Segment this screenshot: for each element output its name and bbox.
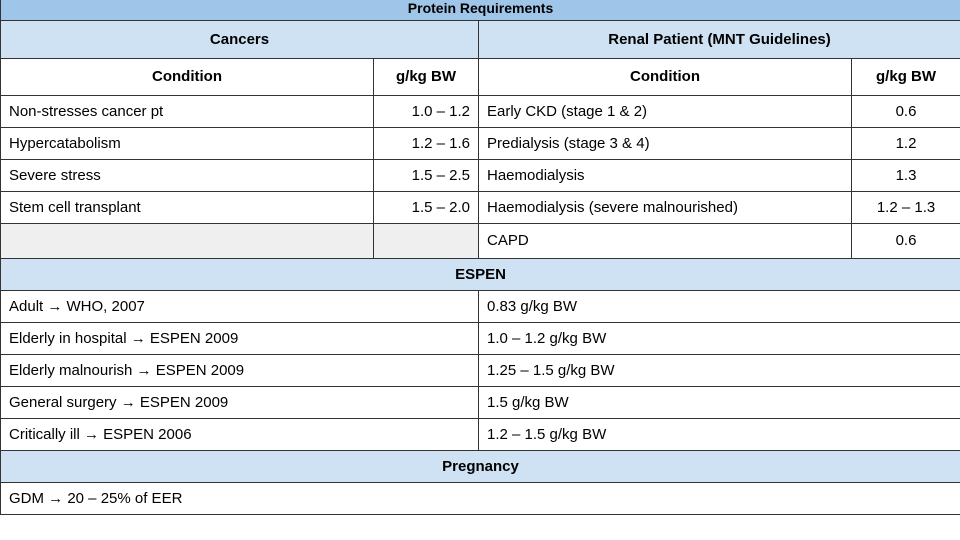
section-header-row: Cancers Renal Patient (MNT Guidelines) <box>0 19 960 59</box>
espen-value: 0.83 g/kg BW <box>477 289 960 323</box>
renal-condition: CAPD <box>478 222 852 259</box>
table-row: Non-stresses cancer pt 1.0 – 1.2 Early C… <box>0 94 960 128</box>
cancer-condition: Stem cell transplant <box>0 190 374 224</box>
table-row: Adult → WHO, 2007 0.83 g/kg BW <box>0 289 960 323</box>
renal-condition: Haemodialysis (severe malnourished) <box>478 190 852 224</box>
table-row: Hypercatabolism 1.2 – 1.6 Predialysis (s… <box>0 126 960 160</box>
renal-col-value: g/kg BW <box>850 57 960 96</box>
renal-col-condition: Condition <box>478 57 852 96</box>
espen-population: Adult → WHO, 2007 <box>0 289 479 323</box>
espen-population: General surgery → ESPEN 2009 <box>0 385 479 419</box>
column-header-row: Condition g/kg BW Condition g/kg BW <box>0 57 960 96</box>
cancer-value: 1.5 – 2.5 <box>373 158 479 192</box>
espen-population: Elderly malnourish → ESPEN 2009 <box>0 353 479 387</box>
table-row: Elderly in hospital → ESPEN 2009 1.0 – 1… <box>0 321 960 355</box>
espen-value: 1.25 – 1.5 g/kg BW <box>477 353 960 387</box>
table-row: Elderly malnourish → ESPEN 2009 1.25 – 1… <box>0 353 960 387</box>
cancer-value: 1.2 – 1.6 <box>373 126 479 160</box>
renal-value: 0.6 <box>850 222 960 259</box>
cancer-condition: Hypercatabolism <box>0 126 374 160</box>
renal-value: 1.3 <box>850 158 960 192</box>
table-row: Severe stress 1.5 – 2.5 Haemodialysis 1.… <box>0 158 960 192</box>
table-row: Critically ill → ESPEN 2006 1.2 – 1.5 g/… <box>0 417 960 451</box>
espen-value: 1.0 – 1.2 g/kg BW <box>477 321 960 355</box>
empty-cell <box>373 222 479 259</box>
title-row: Protein Requirements <box>0 0 960 21</box>
table-row: General surgery → ESPEN 2009 1.5 g/kg BW <box>0 385 960 419</box>
section-header-row: Pregnancy <box>0 449 960 483</box>
protein-requirements-table: Protein Requirements Cancers Renal Patie… <box>0 0 960 515</box>
cancer-value: 1.5 – 2.0 <box>373 190 479 224</box>
renal-condition: Predialysis (stage 3 & 4) <box>478 126 852 160</box>
cancers-col-value: g/kg BW <box>373 57 479 96</box>
espen-value: 1.5 g/kg BW <box>477 385 960 419</box>
espen-heading: ESPEN <box>0 257 960 291</box>
renal-heading: Renal Patient (MNT Guidelines) <box>477 19 960 59</box>
table-row: CAPD 0.6 <box>0 222 960 259</box>
renal-value: 1.2 <box>850 126 960 160</box>
renal-condition: Haemodialysis <box>478 158 852 192</box>
pregnancy-heading: Pregnancy <box>0 449 960 483</box>
table-title: Protein Requirements <box>0 0 960 21</box>
empty-cell <box>0 222 374 259</box>
table-row: GDM → 20 – 25% of EER <box>0 481 960 515</box>
cancer-condition: Non-stresses cancer pt <box>0 94 374 128</box>
espen-value: 1.2 – 1.5 g/kg BW <box>477 417 960 451</box>
cancer-value: 1.0 – 1.2 <box>373 94 479 128</box>
table-row: Stem cell transplant 1.5 – 2.0 Haemodial… <box>0 190 960 224</box>
renal-condition: Early CKD (stage 1 & 2) <box>478 94 852 128</box>
cancers-col-condition: Condition <box>0 57 374 96</box>
cancer-condition: Severe stress <box>0 158 374 192</box>
espen-population: Elderly in hospital → ESPEN 2009 <box>0 321 479 355</box>
cancers-heading: Cancers <box>0 19 479 59</box>
espen-population: Critically ill → ESPEN 2006 <box>0 417 479 451</box>
pregnancy-text: GDM → 20 – 25% of EER <box>0 481 960 515</box>
renal-value: 0.6 <box>850 94 960 128</box>
section-header-row: ESPEN <box>0 257 960 291</box>
renal-value: 1.2 – 1.3 <box>850 190 960 224</box>
